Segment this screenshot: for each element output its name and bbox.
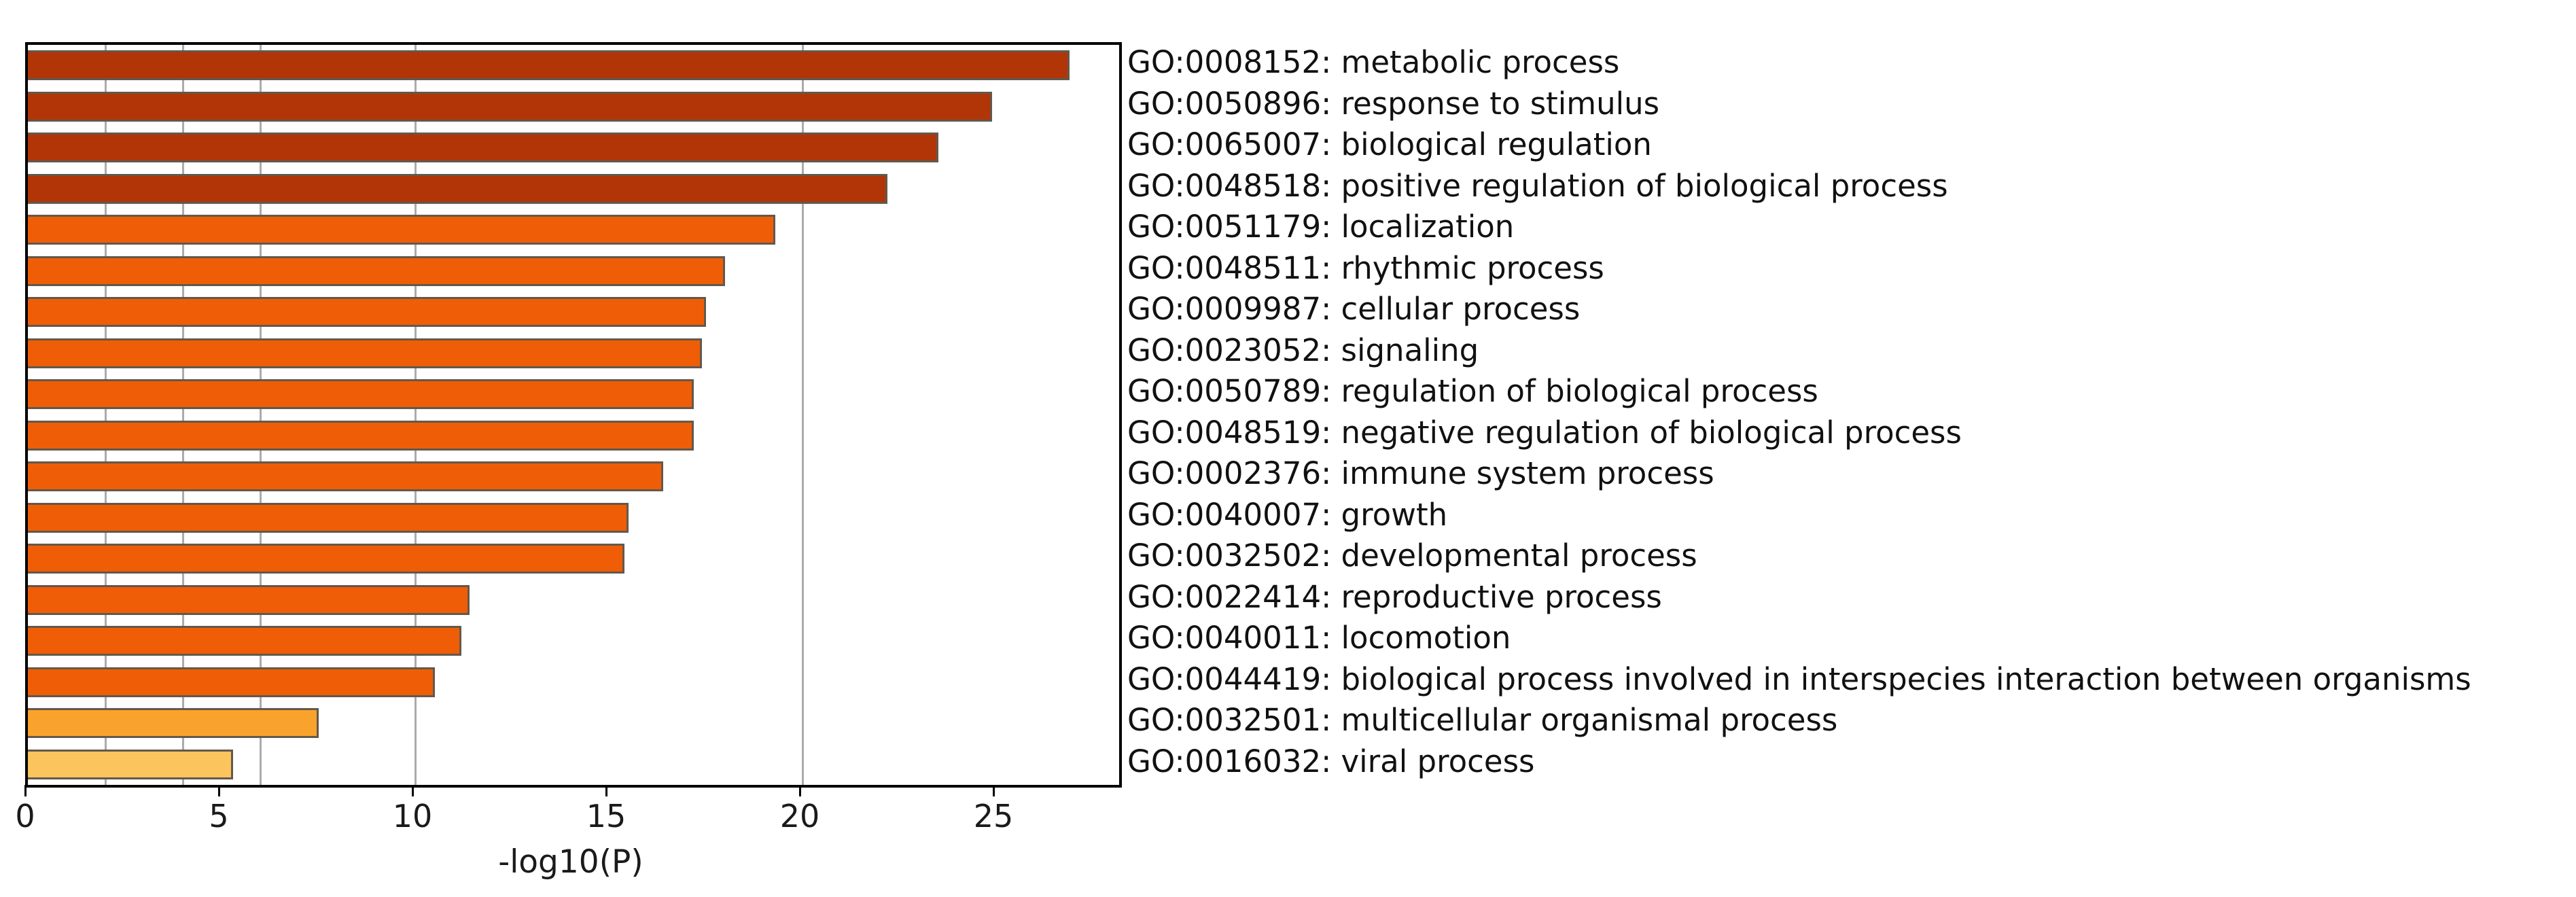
- category-label: GO:0048518: positive regulation of biolo…: [1127, 167, 1948, 204]
- gridline-6: [260, 45, 262, 785]
- x-tick: [412, 785, 414, 796]
- bar-row: [28, 251, 1119, 292]
- bar: [28, 584, 470, 615]
- bar-row: [28, 497, 1119, 539]
- x-tick-label: 0: [15, 798, 35, 834]
- bar-row: [28, 620, 1119, 662]
- gridline-layer: [28, 45, 1119, 785]
- category-label: GO:0009987: cellular process: [1127, 291, 1581, 328]
- bar: [28, 667, 435, 697]
- bar: [28, 91, 993, 122]
- bar: [28, 544, 624, 574]
- bar-row: [28, 169, 1119, 210]
- bar: [28, 461, 663, 492]
- category-label: GO:0044419: biological process involved …: [1127, 661, 2471, 697]
- category-label: GO:0048519: negative regulation of biolo…: [1127, 414, 1962, 451]
- gridline-10: [414, 45, 417, 785]
- bar: [28, 173, 888, 204]
- category-label: GO:0065007: biological regulation: [1127, 126, 1652, 163]
- bar-row: [28, 333, 1119, 374]
- bar-row: [28, 86, 1119, 128]
- category-label: GO:0022414: reproductive process: [1127, 578, 1662, 615]
- x-tick-label: 20: [779, 798, 820, 834]
- x-tick: [218, 785, 220, 796]
- bar: [28, 133, 938, 163]
- bar: [28, 215, 776, 245]
- bar-row: [28, 292, 1119, 333]
- x-axis-title: -log10(P): [498, 843, 643, 881]
- category-label: GO:0040007: growth: [1127, 496, 1448, 533]
- bar-row: [28, 744, 1119, 786]
- bar: [28, 502, 629, 533]
- gridline-20: [802, 45, 804, 785]
- x-tick-label: 25: [973, 798, 1014, 834]
- gridline-4: [182, 45, 184, 785]
- category-label: GO:0048511: rhythmic process: [1127, 249, 1604, 286]
- x-tick: [24, 785, 27, 796]
- bar: [28, 749, 234, 779]
- bar: [28, 338, 702, 368]
- bar: [28, 297, 706, 328]
- bar-row: [28, 662, 1119, 703]
- category-label: GO:0050789: regulation of biological pro…: [1127, 373, 1818, 410]
- bar-row: [28, 580, 1119, 621]
- bar-row: [28, 374, 1119, 415]
- category-label: GO:0051179: localization: [1127, 209, 1515, 245]
- x-tick-label: 5: [209, 798, 229, 834]
- bar: [28, 626, 462, 656]
- bar-row: [28, 127, 1119, 169]
- bar: [28, 379, 694, 410]
- category-label: GO:0023052: signaling: [1127, 332, 1479, 368]
- bar-row: [28, 703, 1119, 744]
- bar-row: [28, 538, 1119, 580]
- bar: [28, 420, 694, 451]
- category-label-column: GO:0008152: metabolic process GO:0050896:…: [1127, 42, 2575, 782]
- x-tick-label: 10: [392, 798, 433, 834]
- gridline-2: [105, 45, 107, 785]
- category-label: GO:0002376: immune system process: [1127, 455, 1714, 492]
- x-tick: [993, 785, 995, 796]
- bar-row: [28, 415, 1119, 457]
- x-tick: [799, 785, 801, 796]
- category-label: GO:0050896: response to stimulus: [1127, 85, 1660, 122]
- category-label: GO:0032502: developmental process: [1127, 538, 1697, 574]
- category-label: GO:0032501: multicellular organismal pro…: [1127, 702, 1838, 739]
- bar: [28, 50, 1070, 81]
- category-label: GO:0040011: locomotion: [1127, 620, 1511, 656]
- category-label: GO:0016032: viral process: [1127, 743, 1535, 779]
- bars-layer: [28, 45, 1119, 785]
- bar: [28, 256, 725, 286]
- x-tick: [605, 785, 607, 796]
- x-tick-label: 15: [586, 798, 627, 834]
- plot-area: [25, 42, 1122, 788]
- category-label: GO:0008152: metabolic process: [1127, 44, 1620, 81]
- bar-row: [28, 45, 1119, 86]
- bar-row: [28, 456, 1119, 497]
- bar-row: [28, 209, 1119, 251]
- bar: [28, 708, 319, 739]
